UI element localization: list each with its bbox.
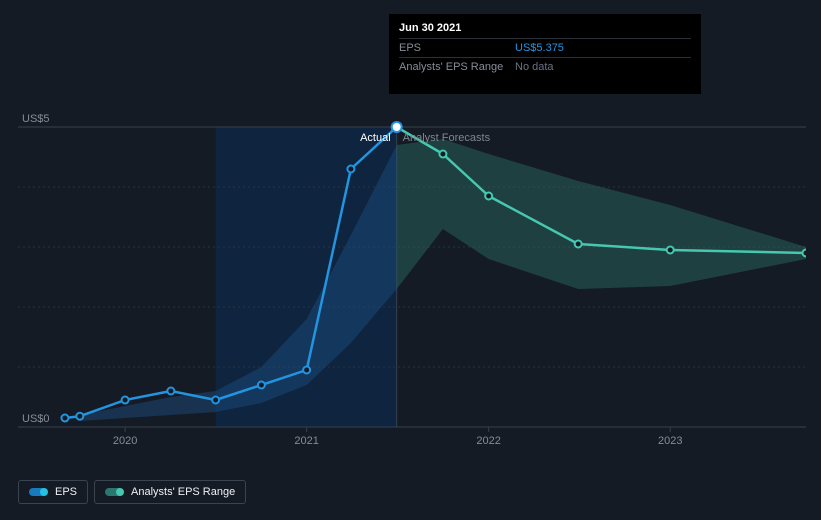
- legend-swatch-icon: [105, 488, 123, 496]
- y-axis-label: US$5: [22, 113, 50, 125]
- legend-label: Analysts' EPS Range: [131, 486, 235, 498]
- tooltip-row: Analysts' EPS RangeNo data: [399, 57, 691, 76]
- legend-swatch-icon: [29, 488, 47, 496]
- forecast-region-label: Analyst Forecasts: [403, 132, 490, 144]
- hover-tooltip: Jun 30 2021 EPSUS$5.375Analysts' EPS Ran…: [389, 14, 701, 94]
- legend-item-range[interactable]: Analysts' EPS Range: [94, 480, 246, 504]
- chart-legend: EPS Analysts' EPS Range: [18, 480, 246, 504]
- tooltip-row: EPSUS$5.375: [399, 38, 691, 57]
- actual-region-label: Actual: [360, 132, 391, 144]
- tooltip-value: US$5.375: [515, 42, 564, 54]
- x-axis-label: 2020: [113, 435, 137, 447]
- y-axis-label: US$0: [22, 413, 50, 425]
- tooltip-value: No data: [515, 61, 554, 73]
- tooltip-date: Jun 30 2021: [399, 22, 691, 34]
- x-axis-label: 2022: [476, 435, 500, 447]
- tooltip-key: Analysts' EPS Range: [399, 61, 515, 73]
- legend-item-eps[interactable]: EPS: [18, 480, 88, 504]
- x-axis-label: 2021: [294, 435, 318, 447]
- legend-label: EPS: [55, 486, 77, 498]
- x-axis-label: 2023: [658, 435, 682, 447]
- tooltip-key: EPS: [399, 42, 515, 54]
